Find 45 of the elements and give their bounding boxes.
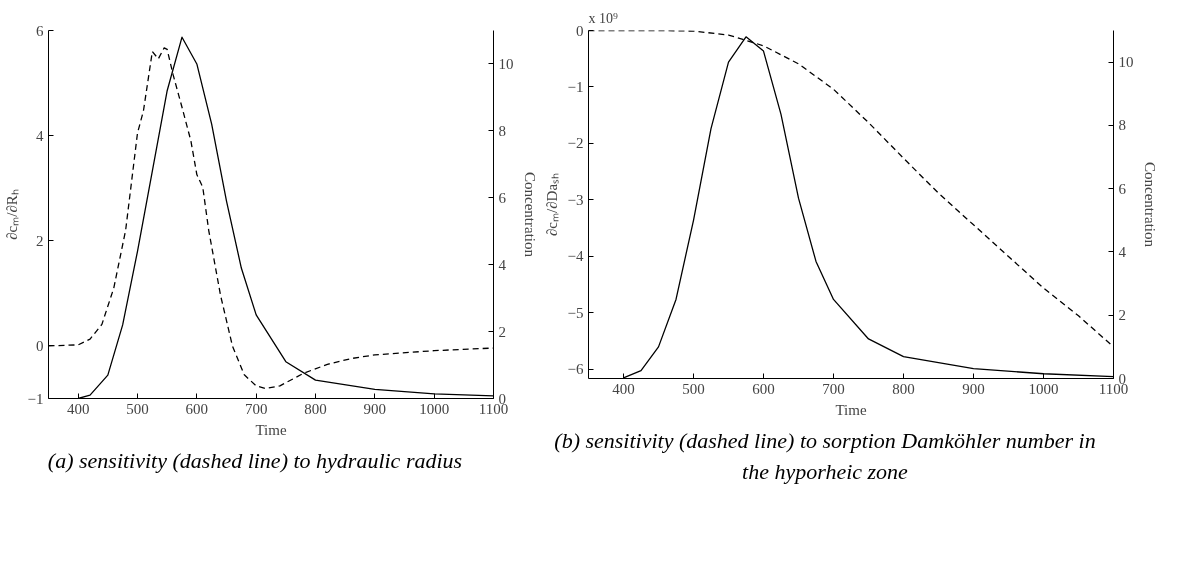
y2-tick-label: 6 <box>1118 180 1127 197</box>
x-tick-label: 600 <box>752 380 775 397</box>
y-tick-label: 2 <box>36 232 44 249</box>
text: x 10⁹ <box>588 10 618 26</box>
x-tick-label: 400 <box>66 400 90 417</box>
text: (a) sensitivity (dashed line) to hydraulic radius <box>46 447 464 475</box>
y-tick-label: 4 <box>36 127 44 144</box>
x-tick-label: 1000 <box>1028 380 1059 397</box>
y-tick-label: −5 <box>567 304 584 321</box>
y2-tick-label: 8 <box>1118 117 1126 134</box>
y-tick-label: −1 <box>27 390 44 407</box>
y2-axis-title: Concentration <box>1141 162 1158 248</box>
y-tick-label: −1 <box>567 78 584 95</box>
x-axis-title: Time <box>835 401 867 418</box>
y2-tick-label: 10 <box>1118 54 1134 71</box>
x-tick-label: 900 <box>363 400 387 417</box>
text: (b) sensitivity (dashed line) to sorption Damköhler number in the hyporheic zone <box>553 427 1097 487</box>
y2-axis-title: Concentration <box>521 172 538 258</box>
x-tick-label: 800 <box>304 400 327 417</box>
y2-tick-label: 10 <box>498 55 514 72</box>
x-tick-label: 900 <box>962 380 985 397</box>
x-tick-label: 700 <box>244 400 268 417</box>
y-axis-title: ∂cₘ/∂Rₕ <box>3 189 20 240</box>
y-tick-label: −6 <box>567 361 584 378</box>
x-tick-label: 500 <box>682 380 705 397</box>
y-tick-label: −3 <box>567 191 584 208</box>
y-tick-label: 0 <box>36 337 44 354</box>
y-axis-title: ∂cₘ/∂Daₛₕ <box>543 172 560 237</box>
x-axis-title: Time <box>255 421 287 438</box>
x-tick-label: 800 <box>892 380 915 397</box>
y-tick-label: −4 <box>567 248 584 265</box>
x-tick-label: 1000 <box>419 400 450 417</box>
y-tick-label: 0 <box>576 22 584 39</box>
y2-tick-label: 8 <box>498 122 506 139</box>
x-tick-label: 600 <box>185 400 209 417</box>
y-tick-label: −2 <box>567 135 584 152</box>
y2-tick-label: 4 <box>1118 243 1127 260</box>
y2-tick-label: 4 <box>498 256 507 273</box>
x-tick-label: 500 <box>126 400 149 417</box>
x-tick-label: 700 <box>822 380 845 397</box>
y-tick-label: 6 <box>36 22 44 39</box>
y2-tick-label: 2 <box>498 323 506 340</box>
y2-tick-label: 2 <box>1118 307 1126 324</box>
x-tick-label: 400 <box>612 380 635 397</box>
y2-tick-label: 6 <box>498 189 507 206</box>
